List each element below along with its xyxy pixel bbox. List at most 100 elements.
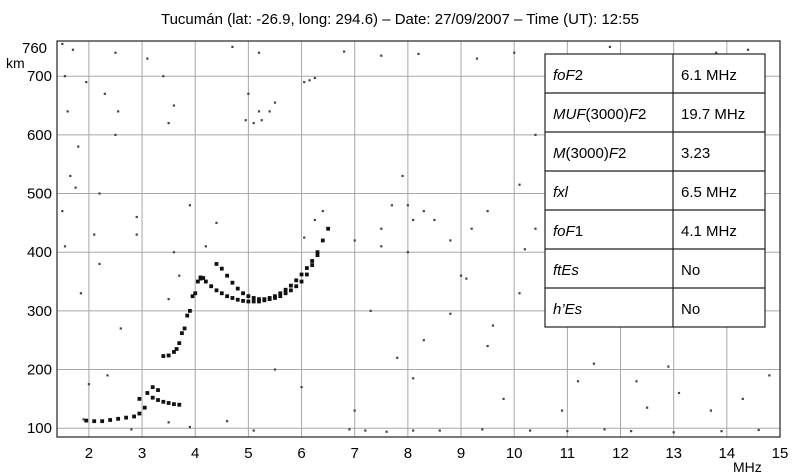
echo-point — [116, 416, 121, 421]
echo-point — [142, 405, 147, 410]
echo-point — [188, 425, 192, 429]
echo-point — [465, 277, 468, 280]
echo-point — [156, 398, 160, 402]
table-param-segment: (3000) — [566, 145, 609, 162]
echo-point — [313, 76, 316, 80]
echo-point — [61, 42, 64, 46]
echo-point — [145, 391, 150, 395]
chart-title: Tucumán (lat: -26.9, long: 294.6) – Date… — [161, 11, 639, 28]
echo-point — [433, 218, 436, 222]
echo-point — [417, 52, 420, 56]
table-param-segment: F — [629, 106, 639, 123]
echo-point — [79, 292, 83, 295]
y-axis-ticks: 100 200 300 400 500 600 700 — [27, 68, 52, 437]
echo-point — [195, 279, 200, 284]
table-param-label: foF1 — [553, 223, 583, 240]
x-tick-label: 15 — [772, 445, 789, 462]
echo-point — [380, 245, 383, 248]
table-param-segment: 1 — [575, 223, 583, 240]
table-param-segment: 2 — [618, 145, 626, 162]
echo-point — [369, 309, 372, 312]
x-tick-label: 8 — [404, 445, 412, 462]
echo-point — [470, 227, 473, 230]
echo-point — [241, 298, 245, 303]
echo-point — [182, 326, 187, 331]
y-tick-label: 400 — [27, 244, 52, 261]
table-param-segment: 2 — [638, 106, 646, 123]
y-tick-label: 500 — [27, 186, 52, 203]
x-tick-label: 4 — [191, 445, 199, 462]
x-axis-ticks: 2 3 4 5 6 7 8 9 10 11 12 13 14 15 — [85, 445, 789, 462]
echo-point — [204, 245, 207, 248]
echo-point — [278, 291, 283, 296]
echo-point — [225, 294, 230, 299]
echo-point — [106, 374, 109, 377]
table-param-segment: fo — [553, 223, 566, 240]
echo-point — [273, 368, 277, 371]
echo-point — [303, 80, 306, 84]
echo-point — [635, 380, 638, 383]
echo-point — [87, 383, 90, 386]
echo-point — [278, 294, 283, 299]
echo-point — [190, 294, 195, 299]
echo-point — [299, 272, 304, 277]
echo-point — [103, 92, 106, 95]
echo-point — [215, 221, 218, 224]
y-tick-label: 200 — [27, 362, 52, 379]
table-param-label: fxl — [553, 184, 569, 201]
echo-point — [608, 45, 611, 48]
echo-point — [715, 51, 718, 54]
echo-point — [268, 110, 271, 113]
echo-point — [257, 110, 261, 113]
echo-point — [380, 54, 383, 57]
echo-point — [225, 273, 230, 278]
echo-point — [135, 233, 138, 236]
echo-point — [252, 122, 255, 125]
echo-point — [260, 119, 263, 122]
echo-point — [162, 75, 165, 78]
echo-point — [100, 419, 105, 424]
x-tick-label: 6 — [297, 445, 305, 462]
table-value: 6.1 MHz — [681, 67, 737, 84]
x-tick-label: 3 — [138, 445, 146, 462]
echo-point — [135, 215, 138, 219]
echo-point — [77, 145, 80, 148]
echo-point — [326, 226, 331, 231]
echo-point — [518, 292, 521, 295]
echo-point — [209, 284, 214, 289]
echo-point — [401, 174, 404, 178]
plot-frame — [56, 40, 781, 438]
table-param-segment: F — [609, 145, 619, 162]
echo-point — [406, 251, 409, 254]
echo-point — [267, 296, 272, 300]
echo-point — [294, 278, 299, 283]
echo-point — [219, 291, 224, 296]
table-background — [544, 53, 766, 328]
echo-point — [226, 420, 229, 423]
echo-point — [304, 266, 309, 270]
echo-point — [114, 133, 117, 136]
y-tick-label: 300 — [27, 303, 52, 320]
table-param-segment: F — [566, 223, 576, 240]
echo-point — [177, 341, 182, 346]
echo-point — [422, 339, 425, 342]
table-param-label: MUF(3000)F2 — [553, 106, 646, 123]
echo-point — [69, 174, 72, 178]
echo-point — [251, 296, 256, 300]
echo-point — [566, 430, 569, 433]
echo-point — [246, 299, 251, 304]
echo-point — [167, 298, 170, 301]
echo-point — [230, 280, 235, 285]
echo-point — [180, 331, 184, 336]
echo-point — [74, 186, 77, 189]
echo-point — [108, 418, 113, 422]
echo-point — [188, 204, 192, 207]
table-param-segment: fxl — [553, 184, 569, 201]
table-value: No — [681, 301, 700, 318]
echo-point — [747, 48, 750, 51]
echo-point — [491, 324, 495, 327]
echo-point — [174, 347, 179, 351]
echo-point — [304, 272, 309, 277]
echo-point — [119, 327, 122, 330]
